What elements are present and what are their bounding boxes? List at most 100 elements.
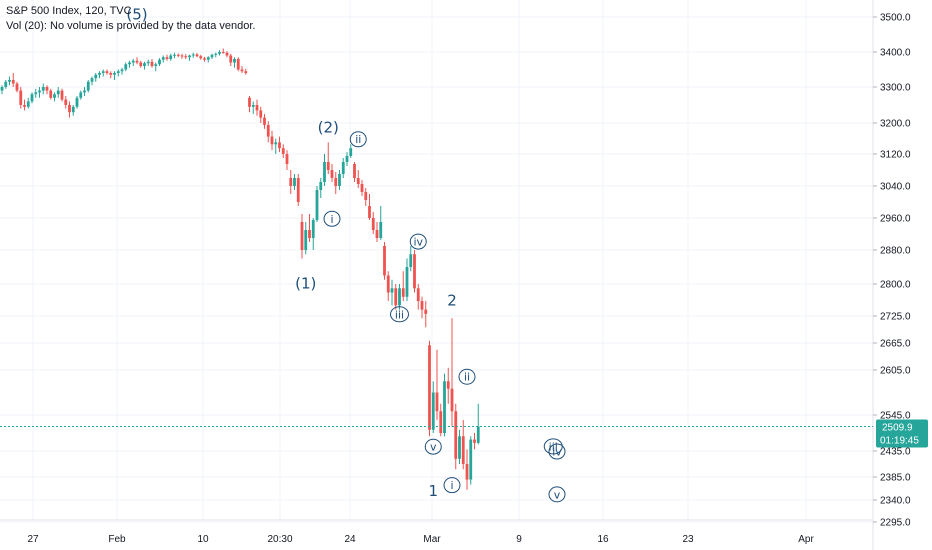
candle [469,436,473,485]
x-tick-label: 10 [197,534,209,545]
candle-body [383,246,386,276]
wave-text: v [430,441,437,454]
candle [311,218,315,250]
candle [266,121,270,143]
candle [409,246,413,272]
candle-body [368,206,371,218]
x-tick-label: 23 [682,534,694,545]
candle [128,60,131,68]
candle-body [113,73,116,75]
candle-body [173,54,176,56]
candle [315,186,319,222]
candle [360,180,364,196]
candle [90,76,94,86]
candle-body [323,162,326,182]
candle [338,170,341,190]
candle [113,71,116,80]
symbol-title[interactable]: S&P 500 Index, 120, TVC [6,5,132,17]
candle [375,222,379,242]
candle-body [461,436,465,464]
candle [379,206,383,240]
candle-body [86,81,90,91]
candle-body [450,388,454,412]
candle [281,144,285,158]
candle [334,172,338,194]
candle-body [349,148,353,156]
candle-body [139,62,143,66]
candle [428,340,431,437]
wave-circle [458,368,476,385]
y-tick-label: 3300.0 [880,83,911,94]
candle-body [41,87,45,91]
candle-body [53,94,56,98]
y-tick-label: 2605.0 [880,366,911,377]
wave-text: i [450,479,453,492]
candle [120,67,124,75]
wave-circle [323,210,341,227]
candle-body [244,71,248,73]
wave-label-circled: ii [458,368,476,385]
candle [83,87,86,96]
candle [154,62,158,72]
candle-body [413,254,416,289]
volume-indicator-note[interactable]: Vol (20): No volume is provided by the d… [6,20,256,32]
candle-body [45,87,49,91]
candle-body [23,105,26,107]
candle-body [4,81,8,87]
candle-body [229,55,233,63]
candle-body [233,59,236,63]
candle [173,52,176,59]
wave-label: (1) [295,275,316,293]
time-axis[interactable]: 27 Feb 10 20:30 24 Mar 9 16 23 Apr [27,534,814,545]
candle [356,170,360,188]
y-tick-label: 3200.0 [880,119,911,130]
candle [210,53,214,59]
candle [240,66,244,73]
candle-body [203,58,206,60]
candle [135,57,139,65]
candle [19,87,23,109]
candle [293,174,296,190]
candle [405,258,409,302]
candle [304,222,308,255]
candle-body [274,142,278,145]
candle-body [8,80,11,82]
wave-circle [424,438,442,455]
candle-body [240,69,244,72]
candle [8,76,11,86]
candle [38,87,41,98]
y-tick-label: 2960.0 [880,214,911,225]
x-tick-label: 24 [344,534,356,545]
wave-text: (5) [126,5,147,23]
candle-body [431,392,435,430]
candle-body [458,436,461,459]
y-tick-label: 2295.0 [880,518,911,529]
candle-body [390,288,394,293]
candle-body [71,106,75,113]
candle [368,194,371,220]
candle-body [154,64,158,66]
candle [49,88,53,100]
candle [11,73,15,87]
candle-body [405,267,409,297]
candle [443,373,446,437]
candle [184,54,188,59]
candle [454,403,458,470]
x-tick-label: 9 [516,534,522,545]
candle-body [454,411,458,459]
candle [34,88,38,98]
candle [124,62,128,72]
candle [319,178,323,198]
candle-body [218,52,221,54]
candle-body [64,99,68,105]
y-tick-label: 2340.0 [880,496,911,507]
wave-text: (2) [318,119,339,137]
candle-body [345,156,349,162]
price-axis[interactable]: 3500.0 3400.0 3300.0 3200.0 3120.0 3040.0 2960… [873,13,911,529]
y-tick-label: 2725.0 [880,312,911,323]
y-tick-label: 3120.0 [880,150,911,161]
candle [300,214,304,259]
candle-body [161,57,165,60]
candle-body [68,105,71,113]
